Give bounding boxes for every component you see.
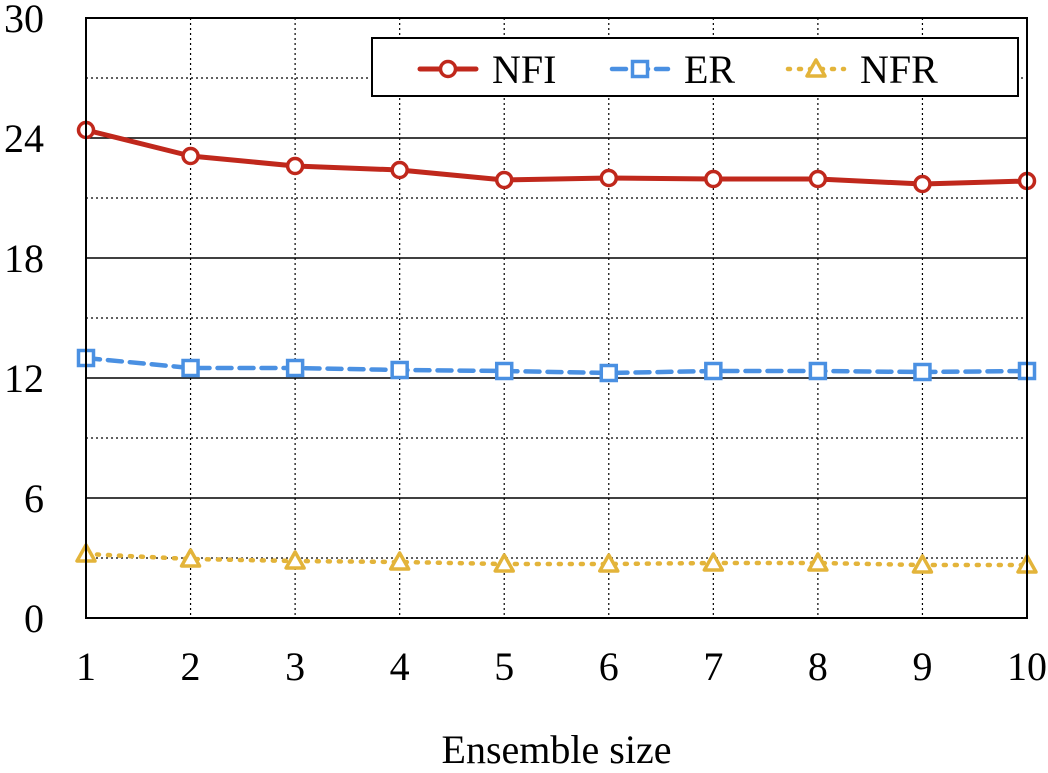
legend-marker-er <box>630 59 650 79</box>
data-point-nfi <box>704 169 723 189</box>
series-line-nfi <box>83 127 1030 187</box>
x-tick-label: 3 <box>285 644 305 689</box>
data-point-nfi <box>913 174 932 194</box>
data-point-nfr <box>493 553 515 573</box>
x-tick-label: 1 <box>76 644 96 689</box>
data-point-er <box>599 363 619 383</box>
data-point-nfi <box>390 160 409 180</box>
data-point-nfr <box>388 551 411 571</box>
legend-label-nfr: NFR <box>860 47 938 92</box>
data-point-nfr <box>807 552 829 572</box>
x-tick-label: 7 <box>703 644 723 689</box>
x-tick-label: 5 <box>494 644 514 689</box>
series-er <box>76 348 1037 383</box>
data-point-nfr <box>598 553 620 573</box>
data-point-nfi <box>285 156 305 176</box>
data-point-er <box>704 361 723 381</box>
data-point-nfr <box>284 550 306 570</box>
data-point-er <box>390 360 409 380</box>
data-point-nfr <box>911 554 934 574</box>
data-point-nfr <box>702 552 725 572</box>
legend-item-nfr: NFR <box>785 47 938 92</box>
x-tick-label: 8 <box>808 644 828 689</box>
y-tick-label: 30 <box>4 0 44 41</box>
data-point-er <box>181 358 200 378</box>
legend-box <box>371 37 1019 97</box>
data-point-er <box>913 362 932 382</box>
x-tick-label: 10 <box>1007 644 1047 689</box>
y-tick-label: 6 <box>24 476 44 521</box>
y-tick-label: 24 <box>4 116 44 161</box>
legend: NFI ER NFR <box>371 37 1019 97</box>
legend-label-er: ER <box>684 47 735 92</box>
data-point-er <box>808 361 828 381</box>
x-tick-label: 6 <box>599 644 619 689</box>
grid <box>86 18 1027 618</box>
data-point-nfi <box>808 169 828 189</box>
data-point-nfi <box>599 168 619 188</box>
data-point-nfr <box>179 548 202 568</box>
data-point-er <box>494 361 514 381</box>
plot-area-frame <box>85 17 1028 619</box>
y-tick-label: 0 <box>24 596 44 641</box>
x-tick-label: 4 <box>390 644 410 689</box>
legend-marker-nfr <box>805 58 827 78</box>
series-line-nfr <box>83 551 1030 568</box>
legend-item-nfi: NFI <box>417 47 556 92</box>
legend-label-nfi: NFI <box>492 47 556 92</box>
y-tick-label: 18 <box>4 236 44 281</box>
data-point-nfi <box>494 170 514 190</box>
x-tick-label: 2 <box>181 644 201 689</box>
legend-marker-nfi <box>438 59 458 79</box>
data-point-er <box>285 358 305 378</box>
legend-item-er: ER <box>609 47 735 92</box>
data-point-nfi <box>181 146 200 166</box>
y-tick-label: 12 <box>4 356 44 401</box>
series-line-er <box>83 355 1030 376</box>
x-axis-title: Ensemble size <box>442 727 672 772</box>
x-tick-label: 9 <box>912 644 932 689</box>
series-layer <box>75 120 1038 574</box>
series-nfi <box>76 120 1037 194</box>
